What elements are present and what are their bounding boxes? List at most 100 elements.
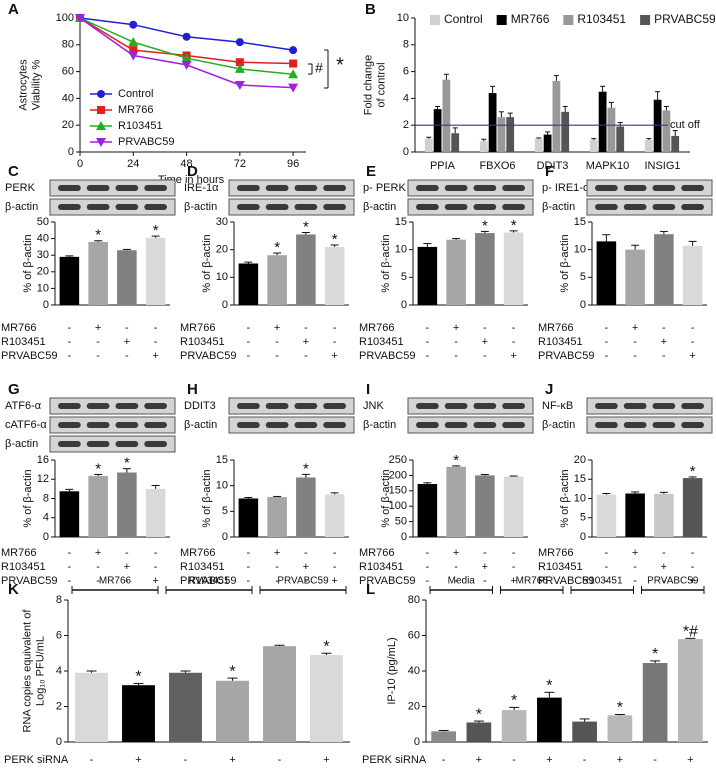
blot-band xyxy=(623,185,647,191)
legend-label: R103451 xyxy=(118,120,163,132)
bar xyxy=(145,488,166,537)
legend-swatch xyxy=(640,15,651,25)
group-label: PRVABC59 xyxy=(647,576,699,587)
significance: *# xyxy=(683,624,698,641)
y-tick-label: 2 xyxy=(56,700,62,712)
blot-band xyxy=(502,185,525,191)
condition-sign: - xyxy=(247,575,251,587)
blot-band xyxy=(323,422,346,428)
marker xyxy=(181,60,192,70)
bar xyxy=(503,476,524,537)
bar xyxy=(431,731,456,742)
y-axis-label: Log₁₀ PFU/mL xyxy=(34,636,46,706)
blot xyxy=(49,179,176,197)
condition-sign: - xyxy=(68,547,72,559)
y-tick-label: 150 xyxy=(389,485,407,497)
condition-sign: - xyxy=(275,350,279,362)
blot-band xyxy=(115,185,139,191)
bar xyxy=(616,126,625,152)
y-axis-label: % of β-actin xyxy=(201,234,213,292)
condition-sign: - xyxy=(605,322,609,334)
blot-label: IRE-1α xyxy=(184,182,219,194)
blot xyxy=(586,416,713,434)
marker xyxy=(235,38,244,47)
y-axis-label: % of β-actin xyxy=(22,234,34,292)
blot-band xyxy=(265,204,289,210)
condition-sign: - xyxy=(426,350,430,362)
condition-sign: - xyxy=(691,547,695,559)
condition-sign: - xyxy=(483,575,487,587)
condition-label: PRVABC59 xyxy=(359,575,415,587)
condition-sign: - xyxy=(247,561,251,573)
blot xyxy=(228,198,355,216)
blot-band xyxy=(294,403,318,409)
marker xyxy=(96,121,106,130)
bar xyxy=(446,466,466,537)
significance: * xyxy=(476,706,482,723)
y-tick-label: 15 xyxy=(216,454,228,466)
blot xyxy=(407,198,534,216)
y-tick-label: 60 xyxy=(408,629,420,641)
y-tick-label: 8 xyxy=(43,492,49,504)
condition-label: R103451 xyxy=(538,561,583,573)
blot-label: cATF6-α xyxy=(5,419,47,431)
condition-label: MR766 xyxy=(359,547,394,559)
significance: * xyxy=(511,217,517,234)
blot xyxy=(49,198,176,216)
marker xyxy=(234,81,245,90)
condition-sign: - xyxy=(333,336,337,348)
bar xyxy=(682,245,703,305)
bar xyxy=(59,491,80,537)
condition-sign: - xyxy=(68,336,72,348)
blot-band xyxy=(144,422,167,428)
condition-sign: - xyxy=(512,561,516,573)
treatment-label: PERK siRNA xyxy=(4,754,69,766)
treatment-sign: - xyxy=(512,754,516,766)
bar xyxy=(506,117,515,152)
condition-label: PRVABC59 xyxy=(1,575,57,587)
y-axis-label: Astrocytes xyxy=(17,59,29,111)
group-label: R103451 xyxy=(189,576,230,587)
blot-label: p- IRE1-α xyxy=(542,182,590,194)
y-tick-label: 16 xyxy=(37,454,49,466)
blot-band xyxy=(323,204,346,210)
condition-sign: + xyxy=(152,350,158,362)
blot-band xyxy=(473,422,497,428)
y-axis-label: RNA copies equivalent of xyxy=(21,609,33,733)
bar xyxy=(216,680,249,742)
condition-sign: - xyxy=(426,547,430,559)
blot-band xyxy=(86,204,110,210)
blot-band xyxy=(444,204,468,210)
condition-label: PRVABC59 xyxy=(538,350,594,362)
significance: * xyxy=(453,452,459,469)
condition-sign: - xyxy=(304,547,308,559)
y-tick-label: 0 xyxy=(414,736,420,748)
group-label: Media xyxy=(448,576,476,587)
marker xyxy=(96,138,106,147)
blot-band xyxy=(473,403,497,409)
condition-sign: - xyxy=(68,561,72,573)
marker xyxy=(289,46,298,55)
blot-band xyxy=(144,403,167,409)
bar xyxy=(543,134,552,152)
blot-band xyxy=(652,185,676,191)
y-axis-label: % of β-actin xyxy=(559,469,571,527)
panel-label: A xyxy=(8,1,19,18)
condition-sign: + xyxy=(303,336,309,348)
bar xyxy=(678,639,703,742)
treatment-sign: - xyxy=(583,754,587,766)
condition-sign: - xyxy=(247,322,251,334)
blot-label: β-actin xyxy=(363,419,396,431)
significance: * xyxy=(274,239,280,256)
condition-sign: - xyxy=(662,322,666,334)
legend-label: R103451 xyxy=(577,12,626,26)
y-tick-label: 5 xyxy=(222,505,228,517)
x-tick-label: 96 xyxy=(287,158,299,170)
bar xyxy=(475,233,495,305)
significance: * xyxy=(652,646,658,663)
marker xyxy=(235,58,244,67)
blot xyxy=(586,179,713,197)
y-tick-label: 50 xyxy=(37,216,49,228)
bar xyxy=(145,237,166,305)
x-tick-label: MAPK10 xyxy=(586,160,629,172)
